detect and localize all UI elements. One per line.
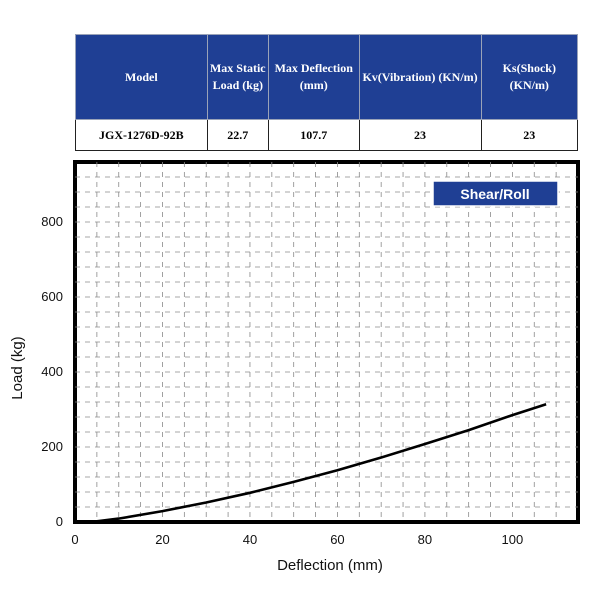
y-tick-label: 0 <box>56 514 63 529</box>
x-tick-label: 100 <box>502 532 524 547</box>
y-tick-label: 600 <box>41 289 63 304</box>
x-tick-label: 60 <box>330 532 344 547</box>
header-max-static-load: Max Static Load (kg) <box>206 34 269 120</box>
tick-labels: 0 20 40 60 80 100 0 200 400 600 800 <box>41 214 523 547</box>
cell-model: JGX-1276D-92B <box>75 119 208 151</box>
y-tick-label: 200 <box>41 439 63 454</box>
cell-max-deflection: 107.7 <box>267 119 360 151</box>
badge-background <box>432 180 559 207</box>
grid <box>75 162 578 522</box>
x-tick-label: 0 <box>71 532 78 547</box>
cell-ks-shock: 23 <box>480 119 579 151</box>
x-axis-label: Deflection (mm) <box>277 557 383 574</box>
header-max-deflection: Max Deflection (mm) <box>267 34 360 120</box>
x-tick-label: 80 <box>418 532 432 547</box>
series-line <box>74 403 547 524</box>
y-tick-label: 800 <box>41 214 63 229</box>
spec-table: Model Max Static Load (kg) Max Deflectio… <box>75 34 579 151</box>
cell-max-static-load: 22.7 <box>206 119 269 151</box>
y-axis-label: Load (kg) <box>9 336 26 399</box>
spec-header-row: Model Max Static Load (kg) Max Deflectio… <box>75 34 579 120</box>
header-kv-vibration: Kv(Vibration) (KN/m) <box>358 34 482 120</box>
x-tick-label: 40 <box>243 532 257 547</box>
x-tick-label: 20 <box>155 532 169 547</box>
header-model: Model <box>75 34 208 120</box>
spec-data-row: JGX-1276D-92B 22.7 107.7 23 23 <box>75 119 579 151</box>
load-deflection-chart: 0 20 40 60 80 100 0 200 400 600 800 Shear/Roll Def… <box>9 160 580 574</box>
badge-label: Shear/Roll <box>460 186 529 202</box>
badge: Shear/Roll <box>432 180 559 207</box>
cell-kv-vibration: 23 <box>358 119 482 151</box>
y-tick-label: 400 <box>41 364 63 379</box>
header-ks-shock: Ks(Shock) (KN/m) <box>480 34 579 120</box>
